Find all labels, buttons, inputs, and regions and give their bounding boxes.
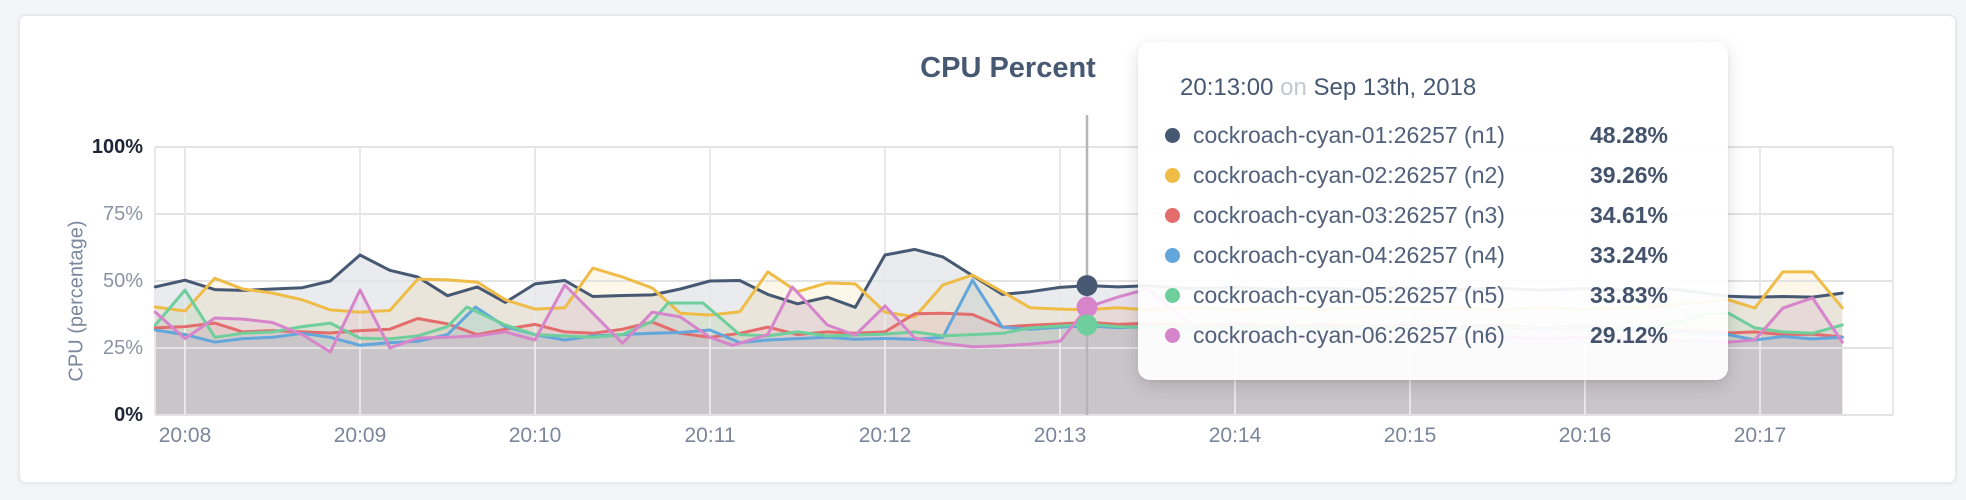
tooltip-series-value: 34.61%	[1589, 201, 1668, 228]
tooltip-series-label: cockroach-cyan-04:26257 (n4)	[1193, 241, 1505, 268]
series-color-dot-icon	[1165, 247, 1180, 263]
y-axis-tick-label: 100%	[91, 136, 143, 158]
tooltip-time: 20:13:00	[1180, 74, 1274, 101]
tooltip-date: Sep 13th, 2018	[1313, 74, 1477, 101]
tooltip-series-label: cockroach-cyan-02:26257 (n2)	[1193, 161, 1505, 188]
y-axis-tick-label: 0%	[114, 404, 143, 426]
tooltip-on-word: on	[1280, 74, 1307, 101]
x-axis-tick-label: 20:13	[1033, 424, 1087, 447]
x-axis-tick-label: 20:09	[333, 424, 387, 447]
hover-dot-2	[1076, 314, 1098, 336]
x-axis-tick-label: 20:08	[158, 424, 212, 447]
x-axis-tick-label: 20:17	[1733, 424, 1787, 447]
x-axis-tick-label: 20:11	[684, 424, 736, 447]
tooltip-row: cockroach-cyan-05:26257 (n5) 33.83%	[1138, 275, 1728, 315]
tooltip-series-label: cockroach-cyan-05:26257 (n5)	[1193, 281, 1505, 308]
hover-dot-1	[1076, 296, 1098, 318]
tooltip-row: cockroach-cyan-06:26257 (n6) 29.12%	[1138, 315, 1728, 355]
x-axis-tick-label: 20:16	[1558, 424, 1612, 447]
tooltip-series-label: cockroach-cyan-06:26257 (n6)	[1193, 321, 1505, 348]
tooltip-row: cockroach-cyan-01:26257 (n1) 48.28%	[1138, 115, 1728, 155]
hover-dot-0	[1076, 275, 1098, 297]
tooltip-row: cockroach-cyan-03:26257 (n3) 34.61%	[1138, 195, 1728, 235]
tooltip-series-value: 29.12%	[1589, 321, 1668, 348]
tooltip-series-value: 39.26%	[1589, 161, 1668, 188]
y-axis-tick-label: 50%	[102, 270, 143, 292]
tooltip-series-value: 48.28%	[1589, 121, 1668, 148]
series-area-n5	[155, 290, 1843, 415]
y-axis-tick-label: 25%	[102, 337, 143, 359]
hover-tooltip: 20:13:00 on Sep 13th, 2018 cockroach-cya…	[1138, 42, 1728, 380]
series-color-dot-icon	[1165, 127, 1180, 143]
tooltip-series-label: cockroach-cyan-01:26257 (n1)	[1193, 121, 1505, 148]
tooltip-series-value: 33.83%	[1589, 281, 1668, 308]
tooltip-rows: cockroach-cyan-01:26257 (n1) 48.28% cockro…	[1138, 115, 1728, 355]
series-color-dot-icon	[1165, 287, 1180, 303]
tooltip-row: cockroach-cyan-02:26257 (n2) 39.26%	[1138, 155, 1728, 195]
x-axis-tick-label: 20:12	[858, 424, 912, 447]
tooltip-series-label: cockroach-cyan-03:26257 (n3)	[1193, 201, 1505, 228]
tooltip-header: 20:13:00 on Sep 13th, 2018	[1180, 74, 1476, 102]
chart-title: CPU Percent	[920, 52, 1096, 84]
series-color-dot-icon	[1165, 167, 1180, 183]
y-axis-tick-label: 75%	[102, 203, 143, 225]
tooltip-series-value: 33.24%	[1589, 241, 1668, 268]
series-area-n6	[155, 285, 1843, 415]
series-color-dot-icon	[1165, 207, 1180, 223]
x-axis-tick-label: 20:14	[1208, 424, 1262, 447]
series-color-dot-icon	[1165, 327, 1180, 343]
tooltip-row: cockroach-cyan-04:26257 (n4) 33.24%	[1138, 235, 1728, 275]
x-axis-tick-label: 20:15	[1383, 424, 1437, 447]
x-axis-tick-label: 20:10	[508, 424, 562, 447]
